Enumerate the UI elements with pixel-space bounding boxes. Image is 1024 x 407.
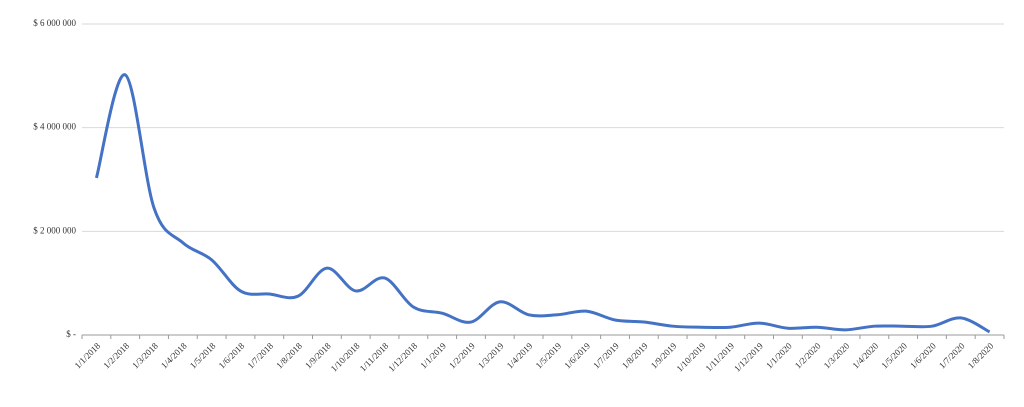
x-tick-label: 1/2/2019 xyxy=(447,340,477,370)
x-tick-label: 1/3/2019 xyxy=(476,340,506,370)
x-tick-label: 1/5/2020 xyxy=(879,340,909,370)
y-tick-label: $ 4 000 000 xyxy=(33,122,76,132)
x-tick-label: 1/10/2019 xyxy=(674,340,707,373)
x-tick-label: 1/3/2018 xyxy=(130,340,160,370)
x-tick-label: 1/2/2020 xyxy=(793,340,823,370)
x-tick-label: 1/4/2020 xyxy=(851,340,881,370)
x-tick-label: 1/11/2019 xyxy=(704,340,737,373)
x-tick-label: 1/6/2019 xyxy=(562,340,592,370)
x-tick-label: 1/7/2020 xyxy=(937,340,967,370)
x-tick-label: 1/2/2018 xyxy=(101,340,131,370)
x-tick-label: 1/4/2019 xyxy=(505,340,535,370)
x-tick-label: 1/10/2018 xyxy=(329,340,362,373)
y-tick-label: $ 2 000 000 xyxy=(33,225,76,235)
x-tick-label: 1/5/2019 xyxy=(534,340,564,370)
y-tick-label: $ 6 000 000 xyxy=(33,18,76,28)
x-tick-label: 1/8/2018 xyxy=(274,340,304,370)
x-tick-label: 1/3/2020 xyxy=(822,340,852,370)
x-tick-label: 1/11/2018 xyxy=(358,340,391,373)
x-tick-label: 1/6/2020 xyxy=(908,340,938,370)
x-tick-label: 1/12/2018 xyxy=(386,340,419,373)
x-tick-label: 1/6/2018 xyxy=(217,340,247,370)
x-tick-label: 1/1/2019 xyxy=(418,340,448,370)
x-tick-label: 1/7/2018 xyxy=(245,340,275,370)
x-tick-label: 1/5/2018 xyxy=(188,340,218,370)
x-tick-label: 1/1/2020 xyxy=(764,340,794,370)
line xyxy=(94,73,991,334)
x-tick-label: 1/12/2019 xyxy=(732,340,765,373)
y-tick-label: $ - xyxy=(66,329,76,339)
x-tick-label: 1/7/2019 xyxy=(591,340,621,370)
x-tick-label: 1/1/2018 xyxy=(73,340,103,370)
x-tick-label: 1/8/2020 xyxy=(966,340,996,370)
x-tick-label: 1/4/2018 xyxy=(159,340,189,370)
x-tick-label: 1/8/2019 xyxy=(620,340,650,370)
